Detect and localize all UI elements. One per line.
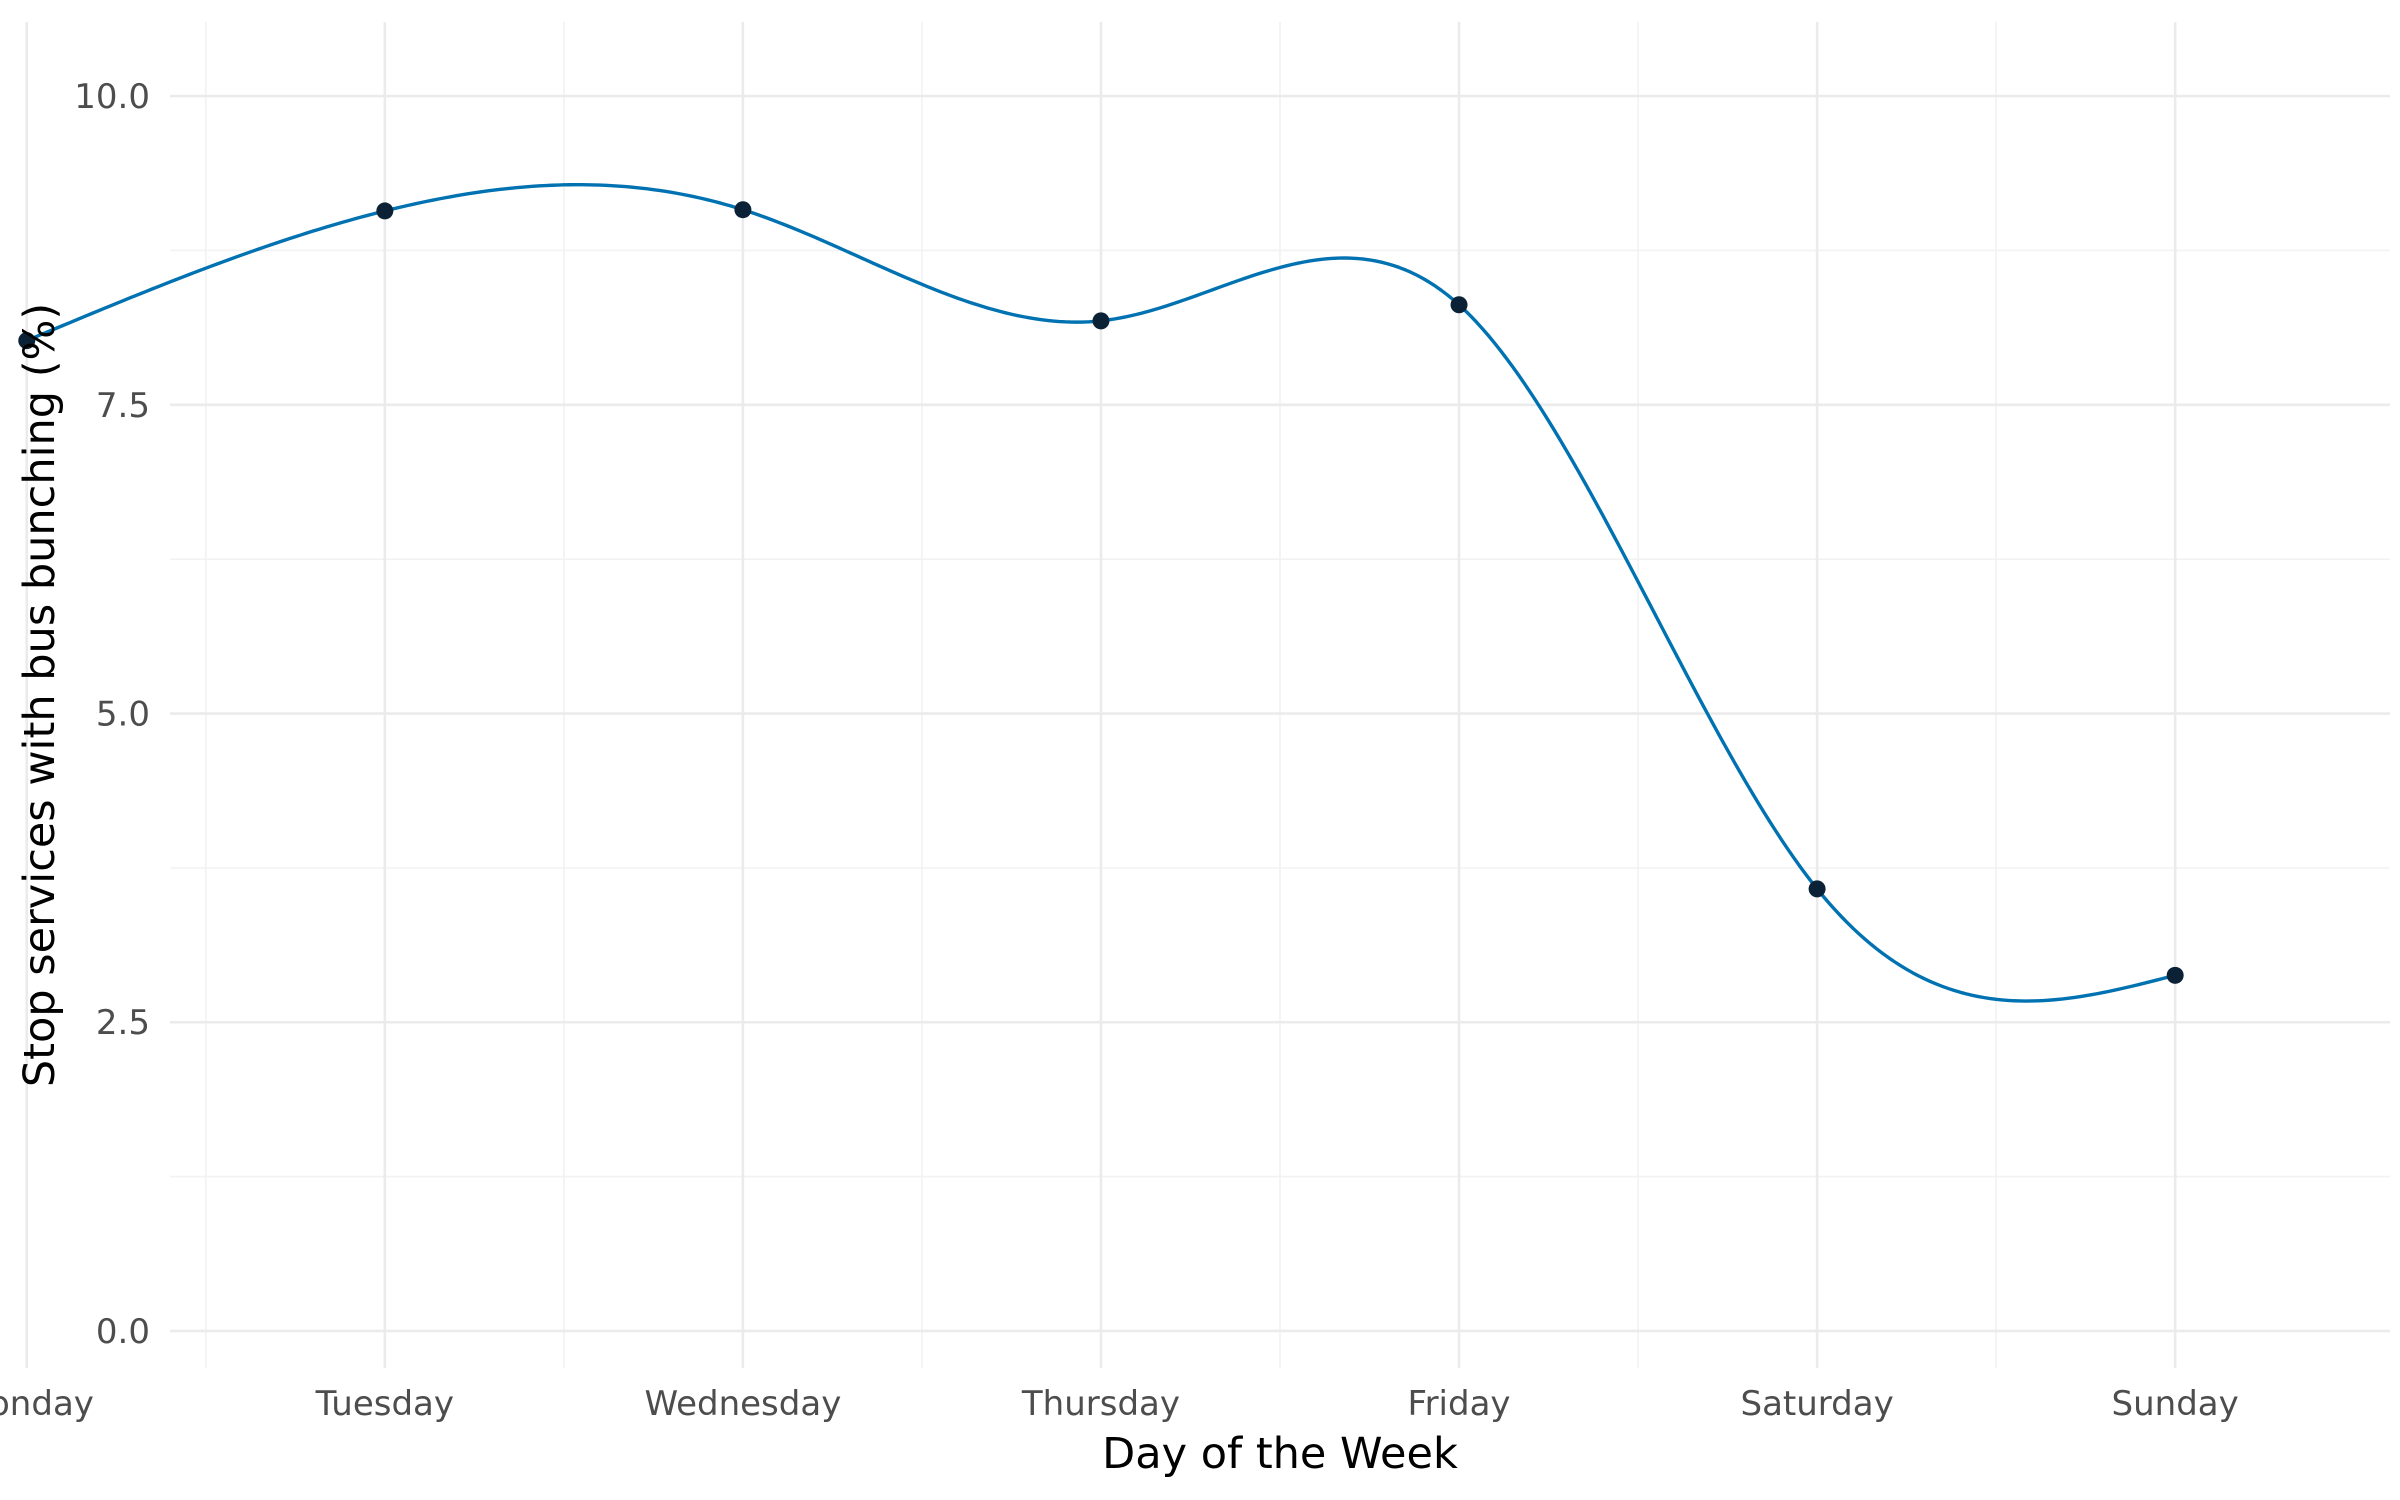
data-point <box>376 202 394 220</box>
x-axis-title: Day of the Week <box>1102 1429 1458 1479</box>
y-tick-label: 7.5 <box>96 386 150 426</box>
data-point <box>2166 966 2184 984</box>
x-tick-label: Tuesday <box>315 1384 454 1424</box>
data-point <box>734 201 752 219</box>
y-tick-label: 0.0 <box>96 1312 150 1352</box>
y-axis-ticks: 0.0 2.5 5.0 7.5 10.0 <box>74 77 150 1352</box>
grid-lines <box>25 22 2390 1368</box>
series-layer <box>18 183 2184 1003</box>
x-tick-label: Friday <box>1408 1384 1511 1424</box>
x-tick-label: Monday <box>0 1384 94 1424</box>
x-tick-label: Sunday <box>2112 1384 2239 1424</box>
x-tick-label: Saturday <box>1740 1384 1893 1424</box>
data-point <box>1092 312 1110 330</box>
x-axis-ticks: Monday Tuesday Wednesday Thursday Friday Satu… <box>0 1384 2239 1424</box>
x-tick-label: Wednesday <box>644 1384 841 1424</box>
data-point <box>1808 880 1826 898</box>
x-tick-label: Thursday <box>1021 1384 1180 1424</box>
data-point <box>1450 296 1468 314</box>
data-point <box>18 332 36 350</box>
y-tick-label: 5.0 <box>96 695 150 735</box>
y-tick-label: 10.0 <box>74 77 150 117</box>
y-tick-label: 2.5 <box>96 1003 150 1043</box>
y-axis-title: Stop services with bus bunching (%) <box>15 303 65 1087</box>
